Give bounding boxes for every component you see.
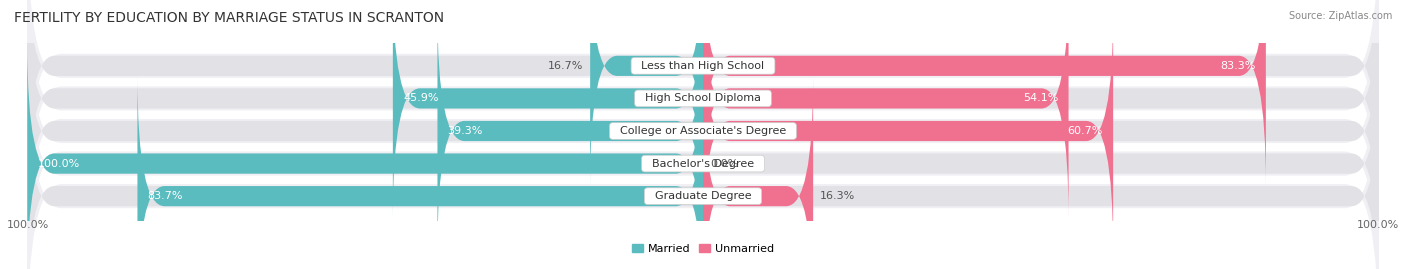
Text: 16.3%: 16.3% [820, 191, 855, 201]
FancyBboxPatch shape [27, 13, 1379, 269]
FancyBboxPatch shape [27, 43, 1379, 269]
Text: 16.7%: 16.7% [548, 61, 583, 71]
Text: 100.0%: 100.0% [7, 220, 49, 230]
Text: 83.7%: 83.7% [148, 191, 183, 201]
Text: 100.0%: 100.0% [38, 158, 80, 169]
Text: Bachelor's Degree: Bachelor's Degree [645, 158, 761, 169]
FancyBboxPatch shape [703, 0, 1265, 186]
Text: 100.0%: 100.0% [1357, 220, 1399, 230]
Text: 54.1%: 54.1% [1024, 93, 1059, 103]
FancyBboxPatch shape [27, 76, 1379, 269]
FancyBboxPatch shape [27, 0, 1379, 186]
FancyBboxPatch shape [27, 0, 1379, 249]
Text: 39.3%: 39.3% [447, 126, 482, 136]
FancyBboxPatch shape [27, 0, 1379, 219]
FancyBboxPatch shape [27, 0, 1379, 217]
FancyBboxPatch shape [27, 0, 1379, 269]
FancyBboxPatch shape [591, 0, 703, 186]
Text: FERTILITY BY EDUCATION BY MARRIAGE STATUS IN SCRANTON: FERTILITY BY EDUCATION BY MARRIAGE STATU… [14, 11, 444, 25]
Text: 83.3%: 83.3% [1220, 61, 1256, 71]
FancyBboxPatch shape [703, 11, 1114, 251]
FancyBboxPatch shape [27, 11, 1379, 251]
Text: College or Associate's Degree: College or Associate's Degree [613, 126, 793, 136]
FancyBboxPatch shape [703, 76, 813, 269]
FancyBboxPatch shape [392, 0, 703, 219]
Text: Graduate Degree: Graduate Degree [648, 191, 758, 201]
Text: 0.0%: 0.0% [710, 158, 738, 169]
Text: High School Diploma: High School Diploma [638, 93, 768, 103]
Text: 45.9%: 45.9% [404, 93, 439, 103]
FancyBboxPatch shape [27, 45, 1379, 269]
Text: 60.7%: 60.7% [1067, 126, 1104, 136]
Text: Less than High School: Less than High School [634, 61, 772, 71]
FancyBboxPatch shape [27, 43, 703, 269]
Text: Source: ZipAtlas.com: Source: ZipAtlas.com [1288, 11, 1392, 21]
FancyBboxPatch shape [138, 76, 703, 269]
Legend: Married, Unmarried: Married, Unmarried [633, 244, 773, 254]
FancyBboxPatch shape [703, 0, 1069, 219]
FancyBboxPatch shape [437, 11, 703, 251]
